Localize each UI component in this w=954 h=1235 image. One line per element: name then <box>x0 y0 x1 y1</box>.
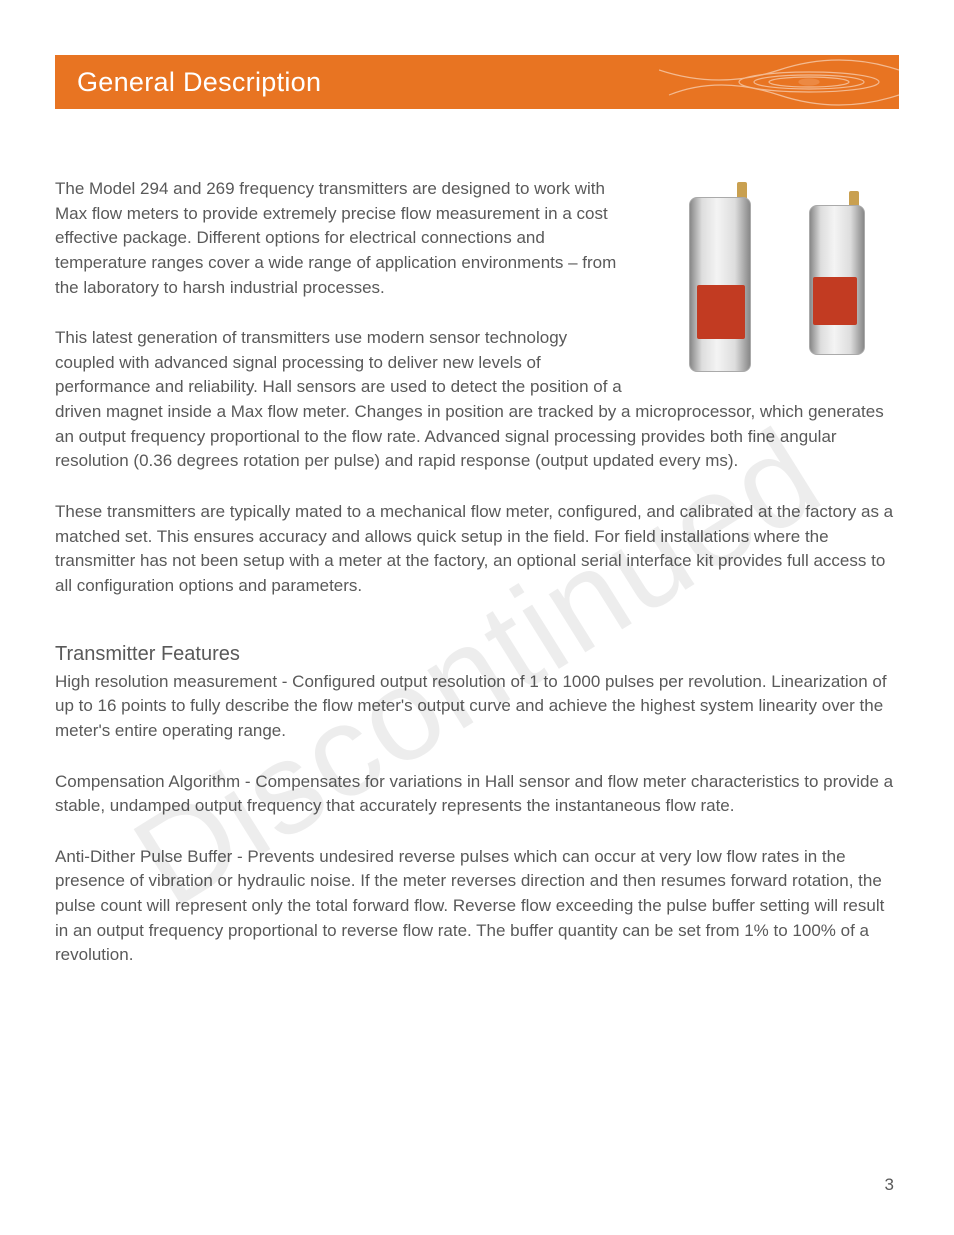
feature-paragraph: High resolution measurement - Configured… <box>55 670 899 744</box>
paragraph: These transmitters are typically mated t… <box>55 500 899 599</box>
page-number: 3 <box>885 1175 894 1195</box>
transmitter-label-icon <box>813 277 857 325</box>
features-heading: Transmitter Features <box>55 643 899 666</box>
transmitter-label-icon <box>697 285 745 339</box>
product-photo <box>649 177 899 377</box>
feature-paragraph: Compensation Algorithm - Compensates for… <box>55 770 899 819</box>
feature-paragraph: Anti-Dither Pulse Buffer - Prevents unde… <box>55 845 899 968</box>
document-page: General Description The Model 294 and 26… <box>0 0 954 968</box>
section-title: General Description <box>77 67 321 98</box>
header-wave-decoration-icon <box>659 55 899 109</box>
section-header-bar: General Description <box>55 55 899 109</box>
